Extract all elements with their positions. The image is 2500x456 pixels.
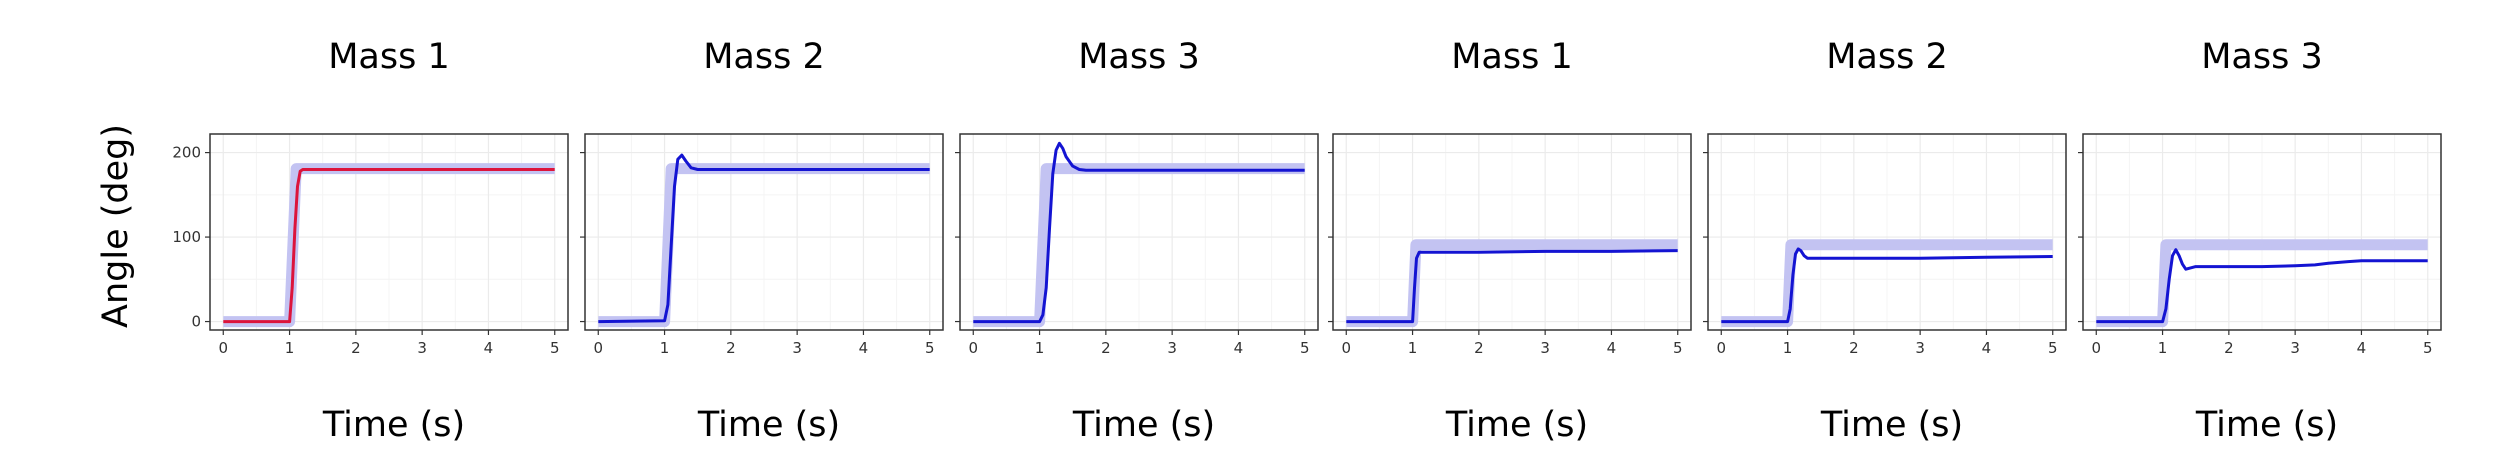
- x-tick-label: 1: [285, 339, 295, 357]
- chart-panel-1: Mass 1 0 1 2 3 4 5 0 100 200 Time (s): [172, 37, 569, 445]
- response-line: [1721, 247, 2053, 324]
- x-tick-label: 2: [1101, 339, 1111, 357]
- x-tick-label: 3: [1167, 339, 1177, 357]
- chart-panel-3: Mass 3 0 1 2 3 4 5 Time (s): [955, 37, 1319, 445]
- plot-border: [2082, 133, 2442, 331]
- x-tick-label: 1: [1783, 339, 1793, 357]
- x-tick-label: 5: [2048, 339, 2058, 357]
- chart-title: Mass 1: [1451, 37, 1573, 77]
- x-axis-label: Time (s): [2195, 405, 2338, 445]
- x-tick-label: 1: [1408, 339, 1418, 357]
- x-tick-label: 3: [792, 339, 802, 357]
- chart-panel-2: Mass 2 0 1 2 3 4 5 Time (s): [580, 37, 944, 445]
- x-tick-label: 2: [351, 339, 361, 357]
- y-tick-label: 0: [191, 313, 201, 331]
- x-tick-label: 4: [1234, 339, 1244, 357]
- chart-title: Mass 2: [703, 37, 825, 77]
- x-tick-label: 5: [550, 339, 560, 357]
- x-tick-label: 0: [1341, 339, 1351, 357]
- x-tick-label: 5: [1300, 339, 1310, 357]
- x-tick-label: 3: [417, 339, 427, 357]
- x-axis-label: Time (s): [1820, 405, 1963, 445]
- x-tick-label: 2: [1849, 339, 1859, 357]
- x-tick-label: 5: [1673, 339, 1683, 357]
- y-axis-label: Angle (deg): [96, 124, 136, 328]
- plot-border: [959, 133, 1319, 331]
- response-line: [598, 153, 930, 324]
- chart-panel-4: Mass 1 0 1 2 3 4 5 Time (s): [1328, 37, 1692, 445]
- plot-border: [1707, 133, 2067, 331]
- response-line: [223, 168, 555, 324]
- x-tick-label: 0: [593, 339, 603, 357]
- x-tick-label: 2: [1474, 339, 1484, 357]
- response-line: [2096, 248, 2428, 324]
- x-tick-label: 5: [925, 339, 935, 357]
- x-axis-label: Time (s): [1072, 405, 1215, 445]
- x-tick-label: 4: [484, 339, 494, 357]
- x-tick-label: 0: [1716, 339, 1726, 357]
- response-line: [973, 141, 1305, 324]
- x-tick-label: 5: [2423, 339, 2433, 357]
- plot-border: [1332, 133, 1692, 331]
- x-tick-label: 4: [1607, 339, 1617, 357]
- x-tick-label: 1: [660, 339, 670, 357]
- x-tick-label: 1: [1035, 339, 1045, 357]
- x-tick-label: 1: [2158, 339, 2168, 357]
- response-line: [1346, 249, 1678, 324]
- chart-panel-6: Mass 3 0 1 2 3 4 5 Time (s): [2078, 37, 2442, 445]
- x-tick-label: 3: [1915, 339, 1925, 357]
- x-tick-label: 2: [726, 339, 736, 357]
- x-tick-label: 3: [1540, 339, 1550, 357]
- chart-title: Mass 2: [1826, 37, 1948, 77]
- x-axis-label: Time (s): [1445, 405, 1588, 445]
- x-tick-label: 0: [2091, 339, 2101, 357]
- x-tick-label: 0: [968, 339, 978, 357]
- chart-title: Mass 3: [1078, 37, 1200, 77]
- x-tick-label: 2: [2224, 339, 2234, 357]
- x-axis-label: Time (s): [322, 405, 465, 445]
- x-tick-label: 0: [218, 339, 228, 357]
- chart-title: Mass 1: [328, 37, 450, 77]
- y-tick-label: 100: [172, 228, 201, 246]
- x-tick-label: 4: [1982, 339, 1992, 357]
- chart-panel-5: Mass 2 0 1 2 3 4 5 Time (s): [1703, 37, 2067, 445]
- y-tick-label: 200: [172, 144, 201, 162]
- chart-title: Mass 3: [2201, 37, 2323, 77]
- x-tick-label: 4: [2357, 339, 2367, 357]
- plot-border: [584, 133, 944, 331]
- x-tick-label: 3: [2290, 339, 2300, 357]
- y-axis-label-group: Angle (deg): [96, 124, 136, 328]
- x-axis-label: Time (s): [697, 405, 840, 445]
- x-tick-label: 4: [859, 339, 869, 357]
- plot-border: [209, 133, 569, 331]
